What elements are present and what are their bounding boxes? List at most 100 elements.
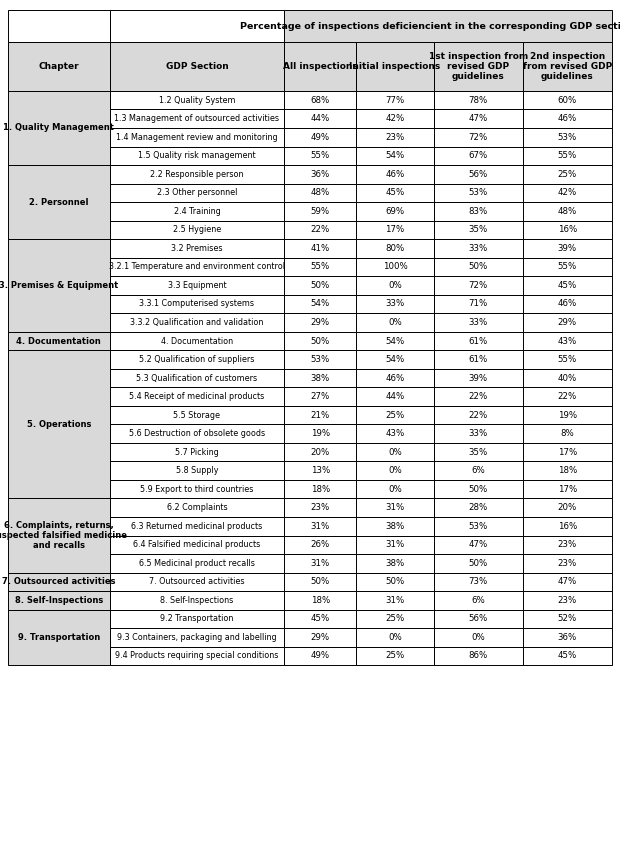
Bar (523, 128, 612, 147)
Bar (523, 517, 612, 536)
Text: 73%: 73% (469, 578, 488, 586)
Text: 53%: 53% (469, 189, 488, 197)
Text: 46%: 46% (558, 300, 577, 308)
Bar (285, 184, 356, 202)
Text: 55%: 55% (558, 355, 577, 364)
Bar (356, 313, 434, 332)
Text: 47%: 47% (469, 115, 488, 123)
Bar (285, 332, 356, 350)
Text: 43%: 43% (386, 429, 405, 438)
Text: 7. Outsourced activities: 7. Outsourced activities (149, 578, 245, 586)
Bar (523, 202, 612, 221)
Text: 42%: 42% (558, 189, 577, 197)
Bar (8, 498, 110, 573)
Text: 6.2 Complaints: 6.2 Complaints (167, 504, 227, 512)
Bar (356, 369, 434, 387)
Bar (285, 147, 356, 165)
Bar (356, 387, 434, 406)
Bar (285, 406, 356, 424)
Text: 2. Personnel: 2. Personnel (29, 198, 89, 206)
Bar (356, 610, 434, 628)
Text: 0%: 0% (388, 633, 402, 642)
Text: 27%: 27% (311, 392, 330, 401)
Bar (356, 591, 434, 610)
Bar (8, 42, 110, 91)
Bar (285, 369, 356, 387)
Bar (523, 42, 612, 91)
Text: 48%: 48% (311, 189, 330, 197)
Bar (523, 443, 612, 461)
Text: 5.9 Export to third countries: 5.9 Export to third countries (140, 485, 254, 493)
Bar (110, 517, 285, 536)
Bar (110, 573, 285, 591)
Bar (356, 221, 434, 239)
Bar (356, 647, 434, 665)
Bar (110, 332, 285, 350)
Bar (356, 628, 434, 647)
Text: 80%: 80% (386, 244, 405, 253)
Text: 7. Outsourced activities: 7. Outsourced activities (2, 578, 115, 586)
Bar (434, 591, 523, 610)
Text: 8. Self-Inspections: 8. Self-Inspections (161, 596, 234, 605)
Bar (110, 239, 285, 258)
Bar (523, 258, 612, 276)
Bar (434, 42, 523, 91)
Text: 5.2 Qualification of suppliers: 5.2 Qualification of suppliers (140, 355, 255, 364)
Text: Initial inspections: Initial inspections (350, 62, 441, 71)
Bar (434, 165, 523, 184)
Text: 50%: 50% (311, 578, 330, 586)
Text: 25%: 25% (386, 615, 405, 623)
Bar (523, 332, 612, 350)
Bar (356, 42, 434, 91)
Text: 78%: 78% (469, 96, 488, 104)
Text: GDP Section: GDP Section (166, 62, 228, 71)
Text: 25%: 25% (386, 411, 405, 419)
Bar (285, 276, 356, 295)
Text: 25%: 25% (558, 170, 577, 179)
Text: 29%: 29% (311, 633, 330, 642)
Bar (110, 295, 285, 313)
Bar (434, 647, 523, 665)
Bar (285, 313, 356, 332)
Bar (356, 165, 434, 184)
Bar (434, 461, 523, 480)
Bar (356, 443, 434, 461)
Bar (434, 276, 523, 295)
Text: 0%: 0% (388, 466, 402, 475)
Bar (110, 554, 285, 573)
Bar (285, 628, 356, 647)
Bar (285, 387, 356, 406)
Bar (110, 628, 285, 647)
Bar (110, 202, 285, 221)
Text: 0%: 0% (388, 485, 402, 493)
Bar (356, 424, 434, 443)
Bar (8, 332, 110, 350)
Bar (523, 536, 612, 554)
Text: 45%: 45% (386, 189, 405, 197)
Bar (8, 91, 110, 165)
Bar (285, 536, 356, 554)
Text: 41%: 41% (311, 244, 330, 253)
Bar (285, 350, 356, 369)
Text: 50%: 50% (311, 281, 330, 290)
Bar (523, 109, 612, 128)
Bar (8, 610, 110, 665)
Bar (8, 591, 110, 610)
Text: 44%: 44% (386, 392, 405, 401)
Text: 6. Complaints, returns,
suspected falsified medicine
and recalls: 6. Complaints, returns, suspected falsif… (0, 520, 126, 551)
Bar (434, 610, 523, 628)
Bar (434, 498, 523, 517)
Bar (523, 91, 612, 109)
Bar (356, 517, 434, 536)
Bar (523, 295, 612, 313)
Bar (356, 202, 434, 221)
Bar (8, 165, 110, 239)
Text: 23%: 23% (558, 596, 577, 605)
Text: 39%: 39% (558, 244, 577, 253)
Bar (523, 573, 612, 591)
Text: 69%: 69% (386, 207, 405, 216)
Bar (523, 350, 612, 369)
Text: 3.3 Equipment: 3.3 Equipment (167, 281, 226, 290)
Bar (356, 258, 434, 276)
Bar (110, 591, 285, 610)
